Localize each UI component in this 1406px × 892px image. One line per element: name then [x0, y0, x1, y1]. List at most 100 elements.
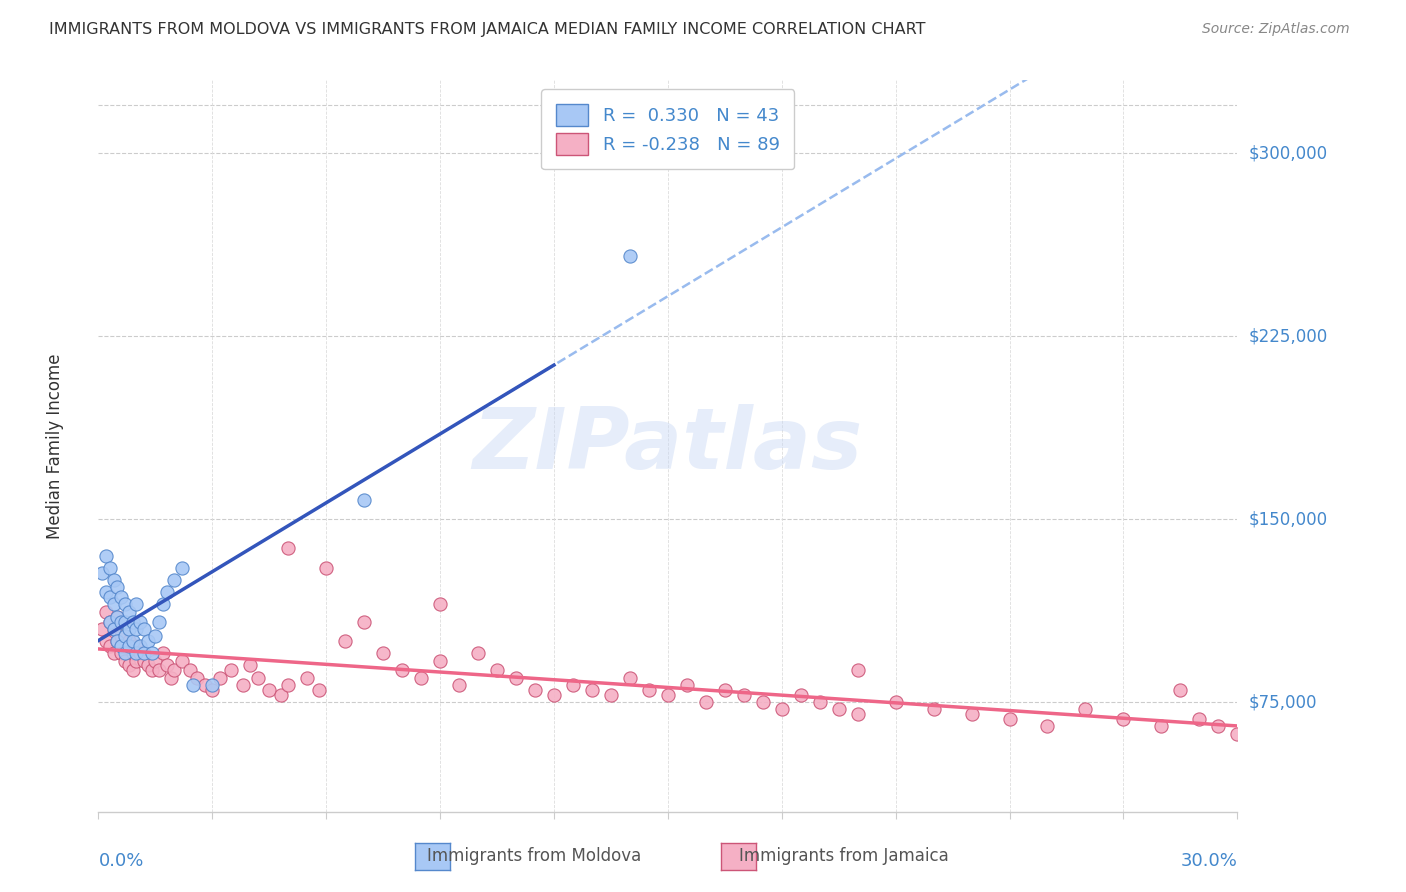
- Point: [714, 682, 737, 697]
- Text: Immigrants from Jamaica: Immigrants from Jamaica: [738, 847, 949, 865]
- Point: [297, 671, 319, 685]
- Point: [114, 615, 136, 629]
- Point: [132, 646, 155, 660]
- Point: [201, 678, 224, 692]
- Point: [467, 646, 489, 660]
- Point: [118, 605, 141, 619]
- Text: 0.0%: 0.0%: [98, 852, 143, 870]
- Point: [1226, 727, 1249, 741]
- Point: [103, 646, 125, 660]
- Point: [183, 678, 205, 692]
- Point: [695, 695, 717, 709]
- Point: [118, 622, 141, 636]
- Point: [114, 654, 136, 668]
- Point: [145, 654, 167, 668]
- Point: [103, 622, 125, 636]
- Point: [676, 678, 699, 692]
- Text: $75,000: $75,000: [1249, 693, 1317, 711]
- Point: [98, 615, 121, 629]
- Point: [194, 678, 217, 692]
- Point: [103, 622, 125, 636]
- Point: [429, 654, 451, 668]
- Point: [91, 566, 114, 580]
- Point: [638, 682, 661, 697]
- Point: [121, 634, 143, 648]
- Point: [118, 639, 141, 653]
- Point: [98, 615, 121, 629]
- Point: [449, 678, 471, 692]
- Point: [1112, 712, 1135, 726]
- Point: [125, 598, 148, 612]
- Point: [790, 688, 813, 702]
- Point: [179, 663, 201, 677]
- Point: [208, 671, 231, 685]
- Text: $300,000: $300,000: [1249, 145, 1327, 162]
- Point: [846, 707, 869, 722]
- Point: [125, 654, 148, 668]
- Text: $225,000: $225,000: [1249, 327, 1327, 345]
- Point: [201, 682, 224, 697]
- Point: [277, 541, 299, 556]
- Point: [103, 598, 125, 612]
- Point: [94, 585, 117, 599]
- Text: Source: ZipAtlas.com: Source: ZipAtlas.com: [1202, 22, 1350, 37]
- Point: [152, 646, 174, 660]
- Point: [1170, 682, 1192, 697]
- Point: [733, 688, 755, 702]
- Point: [619, 671, 641, 685]
- Point: [129, 639, 152, 653]
- Text: Median Family Income: Median Family Income: [46, 353, 65, 539]
- Point: [118, 658, 141, 673]
- Point: [657, 688, 679, 702]
- Point: [159, 671, 181, 685]
- Point: [114, 629, 136, 643]
- Point: [960, 707, 983, 722]
- Point: [121, 663, 143, 677]
- Point: [125, 646, 148, 660]
- Point: [107, 581, 129, 595]
- Text: ZIPatlas: ZIPatlas: [472, 404, 863, 488]
- Point: [114, 639, 136, 653]
- Point: [170, 561, 193, 575]
- Point: [619, 249, 641, 263]
- Point: [1036, 719, 1059, 733]
- Point: [335, 634, 357, 648]
- Point: [232, 678, 254, 692]
- Point: [114, 598, 136, 612]
- Point: [246, 671, 269, 685]
- Point: [562, 678, 585, 692]
- Point: [141, 663, 163, 677]
- Point: [129, 615, 152, 629]
- Point: [1150, 719, 1173, 733]
- Point: [110, 629, 132, 643]
- Point: [132, 654, 155, 668]
- Point: [107, 609, 129, 624]
- Point: [221, 663, 243, 677]
- Point: [828, 702, 851, 716]
- Point: [125, 639, 148, 653]
- Point: [411, 671, 433, 685]
- Point: [98, 561, 121, 575]
- Point: [156, 658, 179, 673]
- Text: IMMIGRANTS FROM MOLDOVA VS IMMIGRANTS FROM JAMAICA MEDIAN FAMILY INCOME CORRELAT: IMMIGRANTS FROM MOLDOVA VS IMMIGRANTS FR…: [49, 22, 925, 37]
- Point: [163, 573, 186, 587]
- Point: [91, 622, 114, 636]
- Point: [98, 590, 121, 604]
- Point: [141, 646, 163, 660]
- Point: [107, 634, 129, 648]
- Point: [486, 663, 509, 677]
- Point: [107, 609, 129, 624]
- Point: [581, 682, 603, 697]
- Point: [884, 695, 907, 709]
- Point: [429, 598, 451, 612]
- Point: [524, 682, 547, 697]
- Point: [110, 646, 132, 660]
- Point: [770, 702, 793, 716]
- Point: [922, 702, 945, 716]
- Point: [277, 678, 299, 692]
- Point: [145, 629, 167, 643]
- Point: [110, 590, 132, 604]
- Point: [152, 598, 174, 612]
- Point: [125, 622, 148, 636]
- Point: [107, 634, 129, 648]
